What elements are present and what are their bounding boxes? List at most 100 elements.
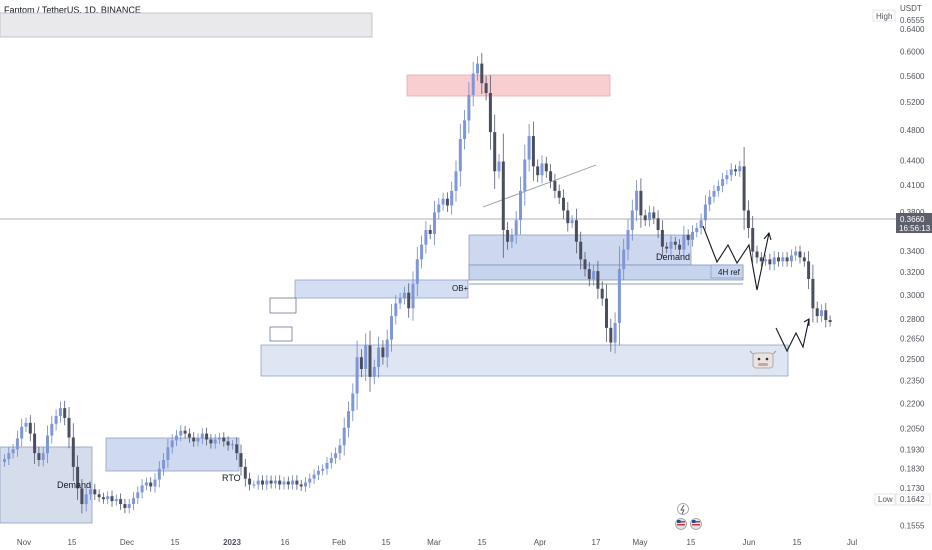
current-price-countdown: 16:56:13 [899,224,931,233]
candle-down [222,437,226,442]
candle-down [746,210,750,229]
candle-down [239,453,243,467]
candle-up [325,462,329,469]
candle-up [626,230,630,250]
candle-down [37,453,41,461]
price-tick-label: 0.2200 [900,400,925,409]
time-tick-label: 2023 [223,538,241,547]
candle-up [669,241,673,249]
rto-label: RTO [222,473,241,483]
trend-line [482,164,597,208]
candle-up [519,190,522,221]
candle-up [463,120,467,139]
low-badge: Low 0.1642 [874,493,931,506]
small-box-1 [269,297,297,314]
price-tick-label: 0.6400 [900,25,925,34]
candle-up [695,228,699,232]
candle-up [691,231,694,240]
price-tick-label: 0.1930 [900,446,925,455]
time-tick-label: 15 [382,538,391,547]
candle-up [342,427,346,446]
supply-zone-top [0,12,373,38]
price-tick-label: 0.4400 [900,156,925,165]
candle-up [699,220,703,229]
candle-up [613,322,617,343]
candle-up [437,204,441,213]
candle-down [815,308,819,317]
candle-up [15,438,19,450]
price-tick-label: 0.1730 [900,484,925,493]
candle-down [381,347,385,358]
candle-down [574,220,578,242]
candle-up [316,470,320,475]
candle-down [768,259,772,265]
candle-up [157,468,161,480]
candle-down [295,480,299,485]
time-tick-label: Mar [427,538,441,547]
candle-up [738,166,742,172]
candle-up [433,212,436,234]
time-tick-label: 17 [592,538,601,547]
candle-down [269,480,273,484]
candle-up [153,479,157,487]
candle-down [368,345,372,377]
supply-zone-red [406,74,611,97]
candle-down [531,136,535,167]
candle-down [286,481,290,485]
candle-up [415,259,419,284]
candle-up [364,345,368,369]
time-tick-label: 15 [68,538,77,547]
demand-label-right: Demand [656,252,690,262]
candle-up [772,257,776,265]
candle-down [28,422,32,434]
us-flag-icon-2 [690,518,702,530]
time-axis[interactable]: Nov 15 Dec 15 2023 16 Feb 15 Mar 15 Apr 17 May 15 Jun 1… [17,538,857,547]
price-tick-label: 0.4800 [900,126,925,135]
projection-arrow-2 [803,318,810,326]
candle-down [755,251,759,258]
candle-down [71,437,75,467]
candle-up [527,136,531,160]
high-badge: High 0.6555 [872,9,925,25]
candle-up [256,480,260,485]
price-tick-label: 0.1830 [900,464,925,473]
candle-down [261,480,264,485]
candle-up [716,185,720,191]
candle-down [587,269,591,279]
candle-down [209,439,213,444]
candle-up [46,435,49,454]
candle-up [820,310,823,317]
candle-up [570,220,574,224]
candle-down [97,494,101,498]
candle-up [467,94,471,121]
candle-down [643,215,647,221]
candle-up [648,212,651,221]
price-tick-label: 0.4100 [900,181,925,190]
price-axis[interactable]: 0.6400 0.6000 0.5600 0.5200 0.4800 0.4400 0.41… [900,25,925,531]
candle-up [450,190,454,206]
candle-down [566,210,570,224]
candle-up [175,435,178,441]
candle-down [596,271,600,289]
candle-up [635,190,639,211]
price-tick-label: 0.2500 [900,355,925,364]
candle-down [359,357,363,369]
candle-down [811,278,815,309]
candle-up [127,504,131,508]
candle-up [497,161,501,172]
candle-down [506,230,510,242]
candle-up [390,316,393,340]
candle-up [476,63,479,74]
candle-down [553,181,557,191]
high-badge-value: 0.6555 [900,16,925,25]
candle-up [265,480,269,485]
candle-down [205,433,209,440]
candle-down [149,482,153,487]
candle-up [394,303,398,317]
candle-down [583,259,587,270]
small-box-2 [269,326,293,342]
candle-down [673,241,677,245]
candle-up [351,393,355,412]
candle-up [703,204,707,221]
